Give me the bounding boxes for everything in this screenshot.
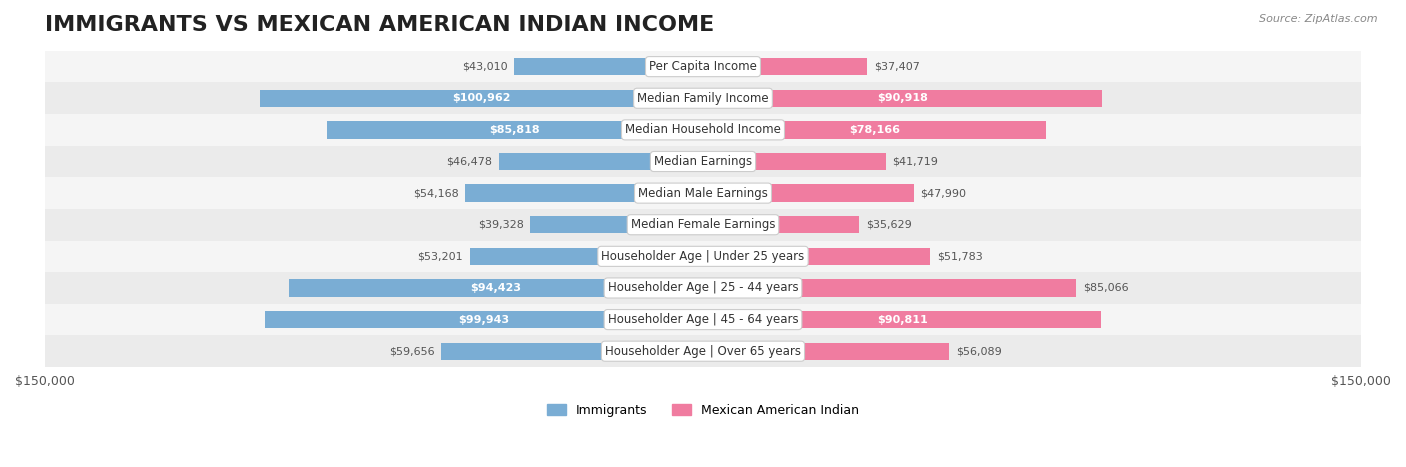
Bar [45, 114, 1361, 146]
Bar [515, 58, 703, 75]
Text: $51,783: $51,783 [936, 251, 983, 262]
Text: Median Earnings: Median Earnings [654, 155, 752, 168]
Bar [470, 248, 703, 265]
Bar [264, 311, 703, 328]
Text: Median Family Income: Median Family Income [637, 92, 769, 105]
Text: $37,407: $37,407 [873, 62, 920, 71]
Bar [530, 216, 703, 234]
Text: Median Female Earnings: Median Female Earnings [631, 218, 775, 231]
Bar [703, 342, 949, 360]
Text: $46,478: $46,478 [447, 156, 492, 167]
Bar [260, 90, 703, 107]
Text: $39,328: $39,328 [478, 220, 524, 230]
Text: $53,201: $53,201 [418, 251, 463, 262]
Text: $41,719: $41,719 [893, 156, 938, 167]
Bar [326, 121, 703, 139]
Bar [465, 184, 703, 202]
Bar [45, 304, 1361, 335]
Text: Median Male Earnings: Median Male Earnings [638, 187, 768, 199]
Bar [45, 335, 1361, 367]
Bar [45, 83, 1361, 114]
Text: Householder Age | Over 65 years: Householder Age | Over 65 years [605, 345, 801, 358]
Text: $85,066: $85,066 [1083, 283, 1129, 293]
Bar [45, 51, 1361, 83]
Text: $100,962: $100,962 [453, 93, 510, 103]
Text: $35,629: $35,629 [866, 220, 911, 230]
Text: $85,818: $85,818 [489, 125, 540, 135]
Text: $54,168: $54,168 [413, 188, 458, 198]
Text: Source: ZipAtlas.com: Source: ZipAtlas.com [1260, 14, 1378, 24]
Bar [703, 184, 914, 202]
Bar [703, 311, 1101, 328]
Text: Median Household Income: Median Household Income [626, 123, 780, 136]
Text: $90,811: $90,811 [877, 315, 928, 325]
Legend: Immigrants, Mexican American Indian: Immigrants, Mexican American Indian [541, 399, 865, 422]
Bar [703, 90, 1102, 107]
Text: $99,943: $99,943 [458, 315, 509, 325]
Bar [288, 279, 703, 297]
Bar [499, 153, 703, 170]
Bar [45, 241, 1361, 272]
Text: $47,990: $47,990 [920, 188, 966, 198]
Bar [703, 153, 886, 170]
Text: $56,089: $56,089 [956, 346, 1001, 356]
Text: Householder Age | 45 - 64 years: Householder Age | 45 - 64 years [607, 313, 799, 326]
Text: $59,656: $59,656 [389, 346, 434, 356]
Text: Per Capita Income: Per Capita Income [650, 60, 756, 73]
Text: Householder Age | 25 - 44 years: Householder Age | 25 - 44 years [607, 282, 799, 295]
Bar [441, 342, 703, 360]
Bar [45, 177, 1361, 209]
Bar [703, 216, 859, 234]
Bar [703, 121, 1046, 139]
Bar [45, 209, 1361, 241]
Bar [45, 272, 1361, 304]
Bar [703, 279, 1076, 297]
Bar [703, 248, 931, 265]
Text: $94,423: $94,423 [471, 283, 522, 293]
Bar [703, 58, 868, 75]
Text: IMMIGRANTS VS MEXICAN AMERICAN INDIAN INCOME: IMMIGRANTS VS MEXICAN AMERICAN INDIAN IN… [45, 15, 714, 35]
Text: $90,918: $90,918 [877, 93, 928, 103]
Text: $43,010: $43,010 [463, 62, 508, 71]
Text: $78,166: $78,166 [849, 125, 900, 135]
Bar [45, 146, 1361, 177]
Text: Householder Age | Under 25 years: Householder Age | Under 25 years [602, 250, 804, 263]
